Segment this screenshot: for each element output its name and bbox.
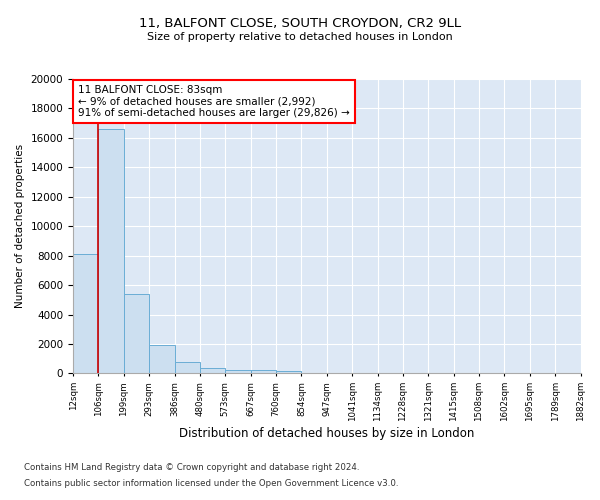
Text: 11, BALFONT CLOSE, SOUTH CROYDON, CR2 9LL: 11, BALFONT CLOSE, SOUTH CROYDON, CR2 9L… (139, 18, 461, 30)
Bar (149, 346, 175, 374)
Bar (276, 371, 301, 374)
Bar (124, 294, 149, 374)
Bar (251, 370, 276, 374)
Text: Contains HM Land Registry data © Crown copyright and database right 2024.: Contains HM Land Registry data © Crown c… (24, 464, 359, 472)
Bar (98, 129, 124, 374)
Bar (200, 368, 225, 374)
Text: Size of property relative to detached houses in London: Size of property relative to detached ho… (147, 32, 453, 42)
Bar (175, 362, 200, 374)
Text: Contains public sector information licensed under the Open Government Licence v3: Contains public sector information licen… (24, 478, 398, 488)
Bar (73, 254, 98, 374)
Text: 11 BALFONT CLOSE: 83sqm
← 9% of detached houses are smaller (2,992)
91% of semi-: 11 BALFONT CLOSE: 83sqm ← 9% of detached… (78, 85, 350, 118)
Y-axis label: Number of detached properties: Number of detached properties (15, 144, 25, 308)
X-axis label: Distribution of detached houses by size in London: Distribution of detached houses by size … (179, 427, 475, 440)
Bar (225, 370, 251, 374)
